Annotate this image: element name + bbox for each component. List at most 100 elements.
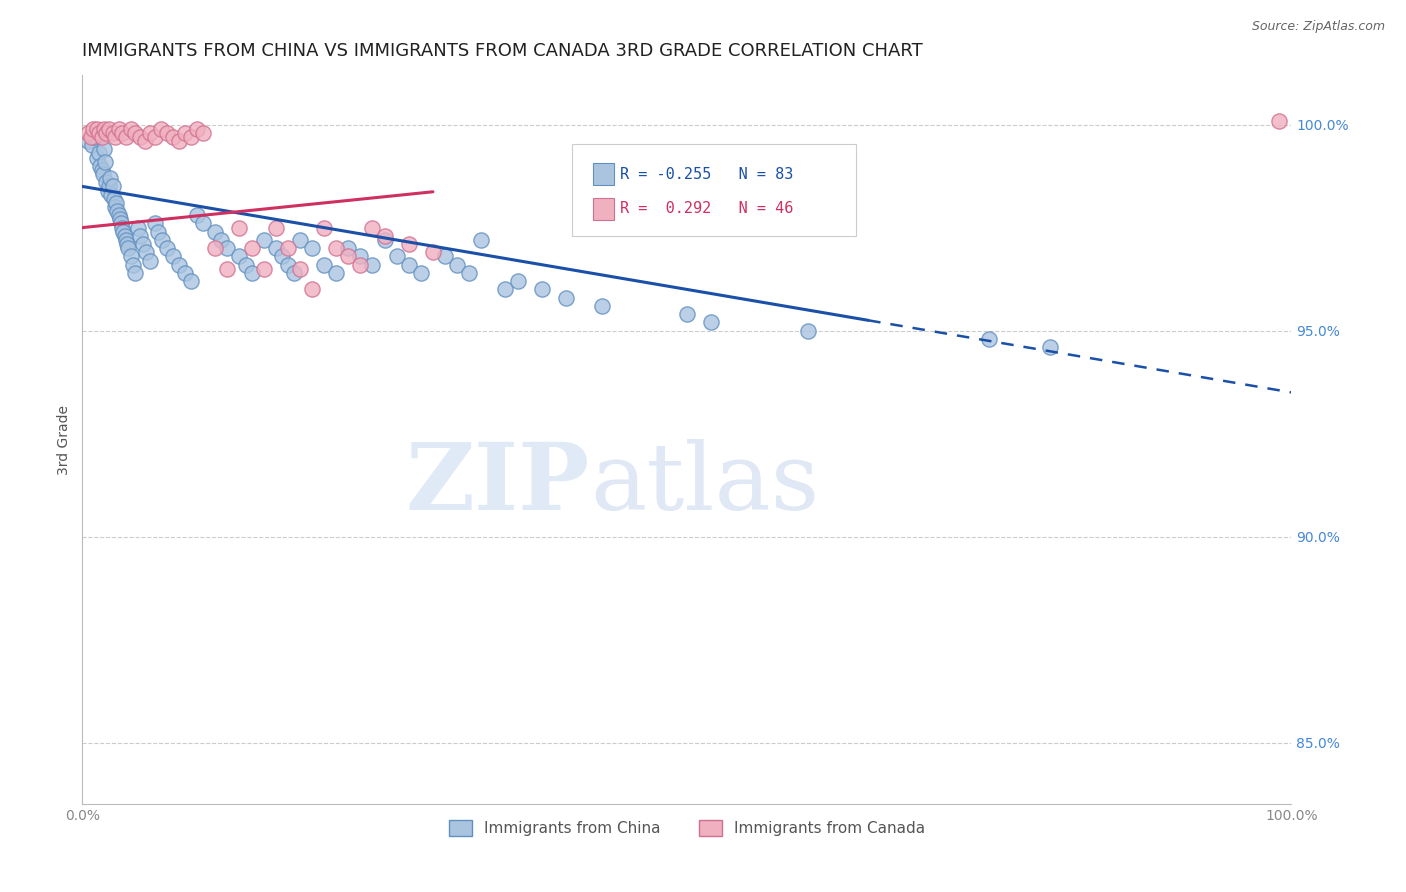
- Point: [470, 233, 492, 247]
- Point: [124, 266, 146, 280]
- Point: [337, 250, 360, 264]
- Point: [167, 134, 190, 148]
- Point: [150, 233, 173, 247]
- Point: [675, 307, 697, 321]
- Point: [134, 134, 156, 148]
- Point: [554, 291, 576, 305]
- Point: [129, 130, 152, 145]
- Point: [117, 241, 139, 255]
- Point: [288, 233, 311, 247]
- Point: [264, 220, 287, 235]
- Point: [94, 154, 117, 169]
- Point: [204, 241, 226, 255]
- Point: [398, 237, 420, 252]
- Point: [235, 258, 257, 272]
- Point: [90, 163, 112, 178]
- Point: [77, 126, 100, 140]
- Point: [83, 130, 105, 145]
- Point: [204, 225, 226, 239]
- Point: [209, 233, 232, 247]
- Bar: [592, 198, 614, 219]
- Point: [103, 192, 125, 206]
- Point: [129, 228, 152, 243]
- Point: [446, 258, 468, 272]
- Point: [374, 233, 396, 247]
- Point: [97, 121, 120, 136]
- Point: [105, 204, 128, 219]
- Point: [349, 250, 371, 264]
- Point: [111, 126, 134, 140]
- Point: [98, 171, 121, 186]
- Point: [591, 299, 613, 313]
- Point: [107, 208, 129, 222]
- Point: [143, 130, 166, 145]
- Point: [156, 241, 179, 255]
- Point: [139, 126, 162, 140]
- Point: [80, 138, 103, 153]
- Point: [349, 258, 371, 272]
- Point: [96, 126, 118, 140]
- Point: [506, 274, 529, 288]
- Point: [77, 134, 100, 148]
- Point: [458, 266, 481, 280]
- Text: ZIP: ZIP: [406, 439, 591, 528]
- Point: [120, 121, 142, 136]
- Point: [180, 274, 202, 288]
- Point: [148, 225, 170, 239]
- Point: [135, 245, 157, 260]
- Point: [253, 233, 276, 247]
- FancyBboxPatch shape: [572, 145, 856, 235]
- Point: [174, 266, 197, 280]
- Point: [97, 184, 120, 198]
- Point: [100, 187, 122, 202]
- Point: [82, 121, 104, 136]
- Point: [325, 266, 347, 280]
- Point: [86, 151, 108, 165]
- Point: [337, 241, 360, 255]
- Point: [162, 130, 184, 145]
- Point: [114, 233, 136, 247]
- Point: [89, 159, 111, 173]
- Point: [101, 179, 124, 194]
- Point: [314, 220, 336, 235]
- Point: [93, 121, 115, 136]
- Point: [1268, 113, 1291, 128]
- Point: [186, 121, 208, 136]
- Point: [283, 266, 305, 280]
- Point: [193, 217, 215, 231]
- Point: [264, 241, 287, 255]
- Point: [112, 225, 135, 239]
- Point: [174, 126, 197, 140]
- Point: [277, 241, 299, 255]
- Point: [409, 266, 432, 280]
- Point: [314, 258, 336, 272]
- Point: [186, 208, 208, 222]
- Point: [143, 217, 166, 231]
- Point: [398, 258, 420, 272]
- Point: [86, 121, 108, 136]
- Point: [422, 245, 444, 260]
- Point: [80, 130, 103, 145]
- Point: [217, 241, 239, 255]
- Point: [132, 237, 155, 252]
- Point: [162, 250, 184, 264]
- Point: [110, 217, 132, 231]
- Point: [240, 266, 263, 280]
- Point: [301, 241, 323, 255]
- Point: [1038, 340, 1060, 354]
- Point: [96, 175, 118, 189]
- Point: [93, 142, 115, 156]
- Point: [108, 212, 131, 227]
- Point: [361, 258, 384, 272]
- Point: [114, 130, 136, 145]
- Point: [700, 315, 723, 329]
- Point: [115, 237, 138, 252]
- Point: [91, 167, 114, 181]
- Text: atlas: atlas: [591, 439, 820, 528]
- Point: [90, 130, 112, 145]
- Point: [139, 253, 162, 268]
- Point: [228, 250, 250, 264]
- Point: [167, 258, 190, 272]
- Point: [111, 220, 134, 235]
- Point: [97, 179, 120, 194]
